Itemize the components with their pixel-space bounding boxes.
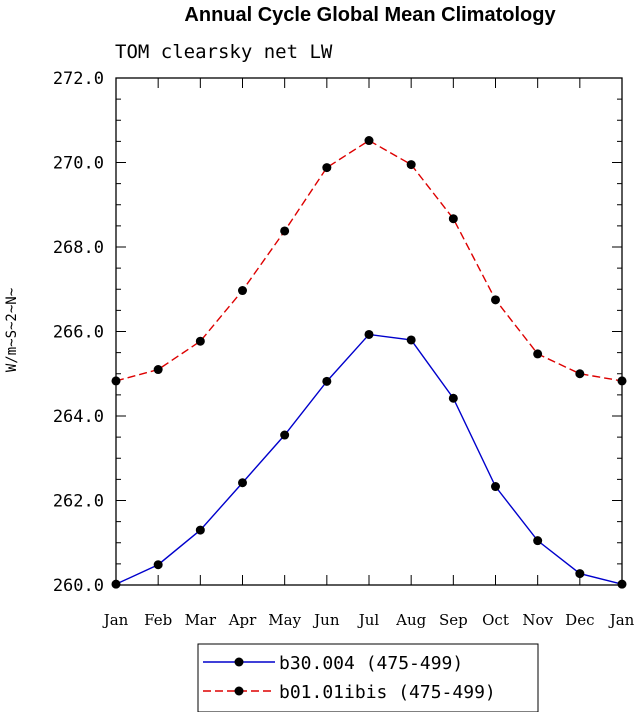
data-point	[448, 393, 458, 403]
x-tick-label: Jul	[357, 611, 380, 629]
data-point	[491, 295, 500, 305]
x-tick-label: Sep	[439, 611, 468, 629]
data-point	[575, 569, 585, 579]
data-point	[322, 376, 332, 386]
chart-subtitle: TOM clearsky net LW	[115, 41, 333, 63]
data-point	[153, 365, 163, 375]
legend: b30.004 (475-499) b01.01ibis (475-499)	[197, 643, 539, 712]
series-line-1	[115, 333, 623, 585]
data-point	[153, 560, 163, 570]
data-point	[533, 536, 543, 546]
data-point	[617, 376, 627, 386]
legend-label-1: b30.004 (475-499)	[279, 653, 463, 674]
x-tick-label: Mar	[185, 611, 217, 629]
y-tick-label: 268.0	[53, 238, 104, 258]
y-tick-label: 266.0	[53, 323, 104, 343]
x-tick-label: Nov	[522, 611, 553, 629]
x-tick-label: Oct	[482, 611, 509, 629]
data-point	[491, 482, 500, 492]
data-point	[406, 160, 416, 170]
data-point	[238, 478, 247, 488]
chart-title: Annual Cycle Global Mean Climatology	[184, 4, 556, 26]
data-point	[111, 579, 121, 589]
x-tick-label: Jun	[312, 611, 340, 629]
y-axis-label: W/m~S~2~N~	[4, 288, 20, 372]
data-point	[322, 163, 332, 173]
legend-marker	[234, 686, 244, 696]
legend-marker	[234, 657, 244, 667]
data-point	[533, 349, 543, 359]
data-point	[195, 336, 205, 346]
y-tick-label: 270.0	[53, 154, 104, 174]
series-group	[111, 136, 627, 589]
data-point	[448, 214, 458, 224]
y-tick-label: 260.0	[53, 576, 104, 596]
data-point	[364, 329, 374, 339]
x-tick-label: Apr	[228, 611, 257, 629]
x-tick-label: May	[268, 611, 301, 629]
data-point	[280, 430, 290, 440]
data-point	[280, 226, 290, 236]
axis-ticks: 260.0 262.0 264.0 266.0 268.0 270.0 272.0 Jan Fe…	[53, 69, 635, 629]
data-point	[617, 579, 627, 589]
x-tick-label: Jan	[102, 611, 129, 629]
data-point	[111, 376, 121, 386]
data-point	[238, 286, 247, 296]
x-tick-label: Feb	[144, 611, 172, 629]
series-line-2	[115, 139, 623, 382]
x-tick-label: Dec	[565, 611, 594, 629]
x-tick-label: Aug	[395, 611, 426, 629]
data-point	[364, 136, 374, 146]
data-point	[195, 525, 205, 535]
y-tick-label: 262.0	[53, 492, 104, 512]
y-tick-label: 264.0	[53, 407, 104, 427]
x-tick-label: Jan	[608, 611, 635, 629]
data-point	[575, 369, 585, 379]
legend-label-2: b01.01ibis (475-499)	[279, 682, 496, 703]
data-point	[406, 335, 416, 345]
y-tick-label: 272.0	[53, 69, 104, 89]
legend-box	[197, 643, 539, 712]
